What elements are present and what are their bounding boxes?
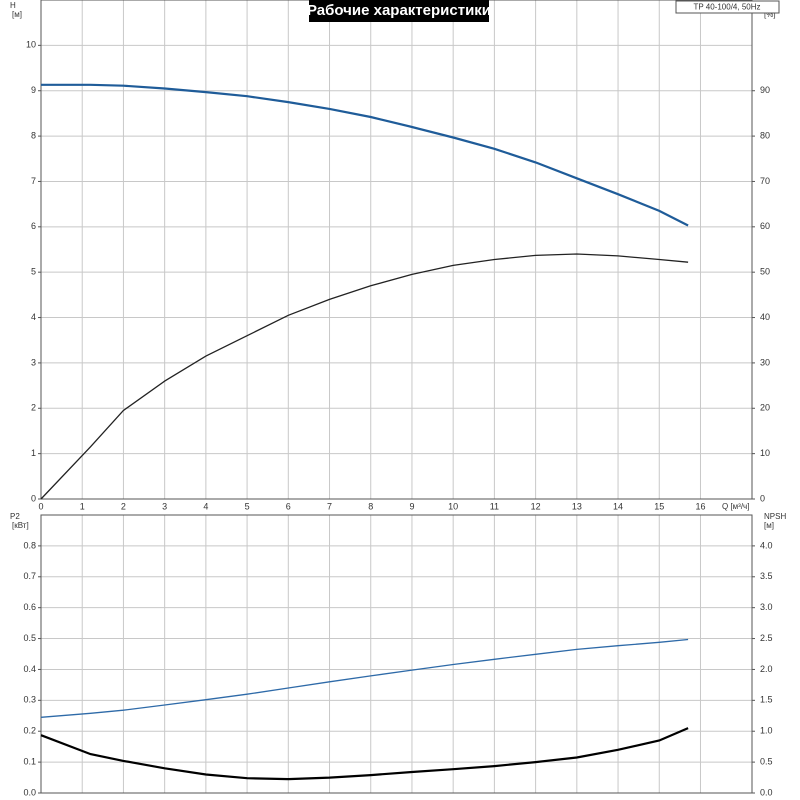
y2-tick-label: 80 <box>760 130 770 140</box>
x-tick-label: 15 <box>654 501 664 511</box>
x-tick-label: 14 <box>613 501 623 511</box>
y-tick-label: 5 <box>31 267 36 277</box>
x-tick-label: 11 <box>490 501 499 511</box>
plot-frame <box>40 0 753 500</box>
y2-tick-label: 2.5 <box>760 633 773 643</box>
chart-title: Рабочие характеристики <box>307 2 491 19</box>
y2-tick-label: 1.0 <box>760 726 773 736</box>
y-axis-label: P2 <box>10 512 20 521</box>
x-tick-label: 9 <box>409 501 414 511</box>
y-tick-label: 0.6 <box>23 602 36 612</box>
y-tick-label: 0.3 <box>23 695 36 705</box>
y-tick-label: 0 <box>31 493 36 503</box>
y2-tick-label: 60 <box>760 221 770 231</box>
y-tick-label: 8 <box>31 130 36 140</box>
y2-axis-label: [%] <box>764 10 776 19</box>
y2-tick-label: 0.5 <box>760 756 773 766</box>
series-line <box>41 83 689 227</box>
y-axis-label: H <box>10 1 16 10</box>
series-line <box>40 638 689 718</box>
x-axis-label: Q [м³/ч] <box>722 502 749 511</box>
series-line <box>40 727 689 781</box>
y-tick-label: 0.8 <box>23 540 36 550</box>
y-axis-label: [кВт] <box>12 521 29 530</box>
model-label: TP 40-100/4, 50Hz <box>693 3 760 12</box>
y-tick-label: 1 <box>31 448 36 458</box>
x-tick-label: 6 <box>286 501 291 511</box>
y2-tick-label: 0 <box>760 493 765 503</box>
y2-axis-label: NPSH <box>764 512 786 521</box>
x-tick-label: 5 <box>245 501 250 511</box>
y-tick-label: 0.5 <box>23 633 36 643</box>
y-tick-label: 0.2 <box>23 726 36 736</box>
x-tick-label: 2 <box>121 501 126 511</box>
y-tick-label: 0.1 <box>23 756 36 766</box>
y2-tick-label: 3.5 <box>760 571 773 581</box>
y2-tick-label: 1.5 <box>760 695 773 705</box>
x-tick-label: 4 <box>203 501 208 511</box>
y-tick-label: 9 <box>31 85 36 95</box>
x-tick-label: 12 <box>531 501 541 511</box>
x-tick-label: 10 <box>448 501 458 511</box>
x-tick-label: 3 <box>162 501 167 511</box>
y-tick-label: 4 <box>31 312 36 322</box>
y2-tick-label: 4.0 <box>760 540 773 550</box>
y-tick-label: 2 <box>31 403 36 413</box>
title-box <box>309 0 489 22</box>
x-tick-label: 7 <box>327 501 332 511</box>
y2-tick-label: 50 <box>760 267 770 277</box>
y-tick-label: 6 <box>31 221 36 231</box>
y2-tick-label: 2.0 <box>760 664 773 674</box>
series-line <box>40 253 689 500</box>
x-tick-label: 16 <box>695 501 705 511</box>
y2-tick-label: 10 <box>760 448 770 458</box>
plot-frame <box>40 514 753 794</box>
x-tick-label: 1 <box>80 501 85 511</box>
y-tick-label: 0.0 <box>23 787 36 797</box>
y2-axis-label: [м] <box>764 521 774 530</box>
panel: 0.0 0.1 0.2 0.3 0.4 0.5 0.6 0.7 0.8 0.0 0.5 1.0 1.5 2… <box>10 512 786 797</box>
y-tick-label: 7 <box>31 176 36 186</box>
model-box <box>675 0 780 14</box>
y2-tick-label: 30 <box>760 357 770 367</box>
y-tick-label: 0.7 <box>23 571 36 581</box>
y2-tick-label: 40 <box>760 312 770 322</box>
y-axis-label: [м] <box>12 10 22 19</box>
y-tick-label: 0.4 <box>23 664 36 674</box>
panel: 0 1 2 3 4 5 6 7 8 9 10 11 12 13 14 15 160123456789100102… <box>10 0 776 511</box>
y-tick-label: 3 <box>31 357 36 367</box>
x-tick-label: 0 <box>38 501 43 511</box>
y-tick-label: 10 <box>26 40 36 50</box>
y2-tick-label: 20 <box>760 403 770 413</box>
y2-tick-label: 3.0 <box>760 602 773 612</box>
y2-tick-label: 70 <box>760 176 770 186</box>
y2-tick-label: 90 <box>760 85 770 95</box>
x-tick-label: 13 <box>572 501 582 511</box>
x-tick-label: 8 <box>368 501 373 511</box>
y2-tick-label: 0.0 <box>760 787 773 797</box>
